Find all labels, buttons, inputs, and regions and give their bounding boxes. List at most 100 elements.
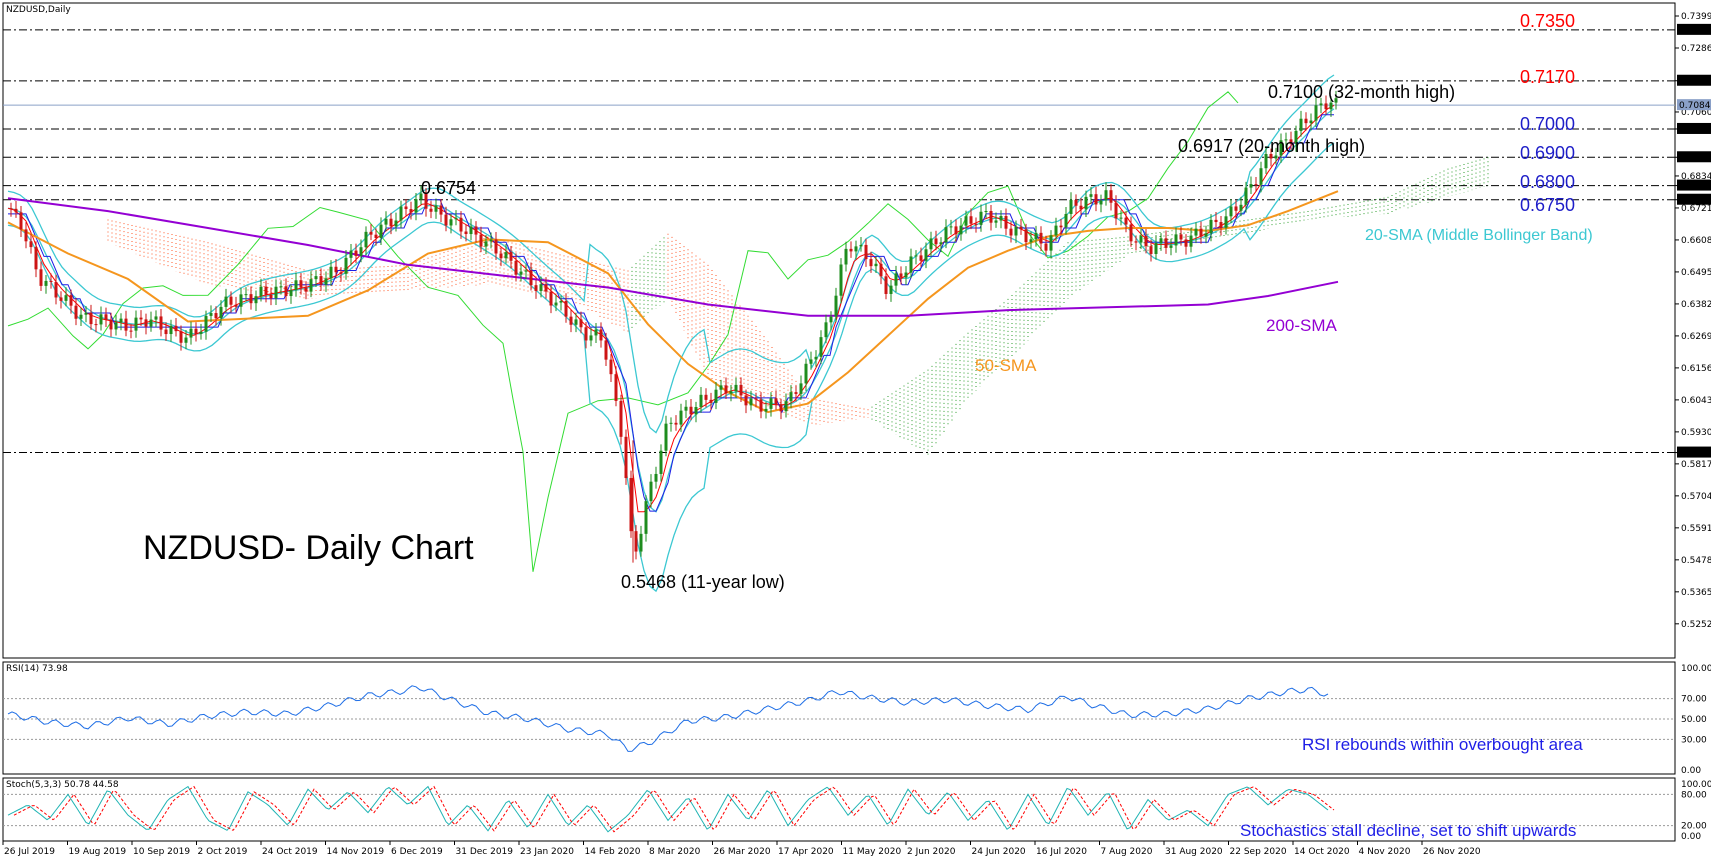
candle-body [259, 286, 263, 297]
candle-body [279, 286, 283, 288]
candle-body [729, 391, 733, 394]
candle-body [639, 533, 643, 552]
candle-body [619, 400, 623, 437]
candle-body [9, 208, 13, 210]
main-panel-frame [2, 2, 1676, 659]
candle-body [1089, 194, 1093, 197]
candle-body [1159, 238, 1163, 243]
candle-body [439, 205, 443, 215]
level-label-0.6750: 0.6750 [1520, 195, 1575, 215]
candle-body [774, 398, 778, 405]
candle-body [994, 220, 998, 223]
candle-body [1219, 222, 1223, 228]
candle-body [1259, 168, 1263, 185]
candle-body [314, 276, 318, 280]
candle-body [1059, 225, 1063, 228]
candle-body [424, 193, 428, 209]
candle-body [959, 225, 963, 235]
candle-body [514, 260, 518, 275]
candle-body [129, 330, 133, 332]
candle-body [449, 219, 453, 226]
candle-body [149, 319, 153, 327]
candle-body [554, 302, 558, 306]
candle-body [1239, 204, 1243, 211]
candle-body [564, 301, 568, 317]
candle-body [414, 199, 418, 213]
candle-body [209, 313, 213, 316]
candle-body [194, 328, 198, 334]
candle-body [1319, 103, 1323, 106]
candle-body [294, 280, 298, 291]
time-axis-label: 2 Jun 2020 [907, 847, 956, 857]
time-axis-label: 31 Aug 2020 [1165, 847, 1223, 857]
stoch-axis-label: 20.00 [1681, 822, 1707, 832]
candle-body [364, 231, 368, 248]
candle-body [74, 305, 78, 319]
candle-body [59, 297, 63, 301]
candle-body [1054, 225, 1058, 236]
candle-body [1124, 217, 1128, 225]
candle-body [484, 241, 488, 247]
candle-body [1084, 196, 1088, 210]
candle-body [54, 281, 58, 298]
candle-body [1094, 194, 1098, 205]
candle-body [79, 314, 83, 319]
candle-body [474, 226, 478, 235]
candle-body [724, 385, 728, 394]
candle-body [39, 269, 43, 286]
candle-body [989, 211, 993, 223]
candle-body [89, 312, 93, 325]
bollinger-lower-line [7, 142, 1335, 593]
candle-body [269, 294, 273, 299]
candle-body [914, 255, 918, 257]
candle-body [499, 253, 503, 259]
candle-body [1184, 239, 1188, 247]
candle-body [559, 301, 563, 303]
level-label-0.7170: 0.7170 [1520, 67, 1575, 87]
candle-body [49, 280, 53, 282]
time-axis-label: 10 Sep 2019 [133, 847, 190, 857]
candle-body [69, 295, 73, 306]
candle-body [539, 284, 543, 291]
rsi-axis-label: 70.00 [1681, 695, 1707, 705]
time-axis-label: 24 Oct 2019 [262, 847, 318, 857]
candle-body [464, 231, 468, 235]
candle-body [1114, 202, 1118, 219]
candle-body [224, 296, 228, 307]
candle-body [174, 325, 178, 332]
sma-50-line [7, 190, 1339, 414]
candle-body [759, 399, 763, 412]
chart-title: NZDUSD- Daily Chart [143, 529, 474, 567]
rsi-panel-frame [2, 661, 1676, 775]
candle-body [1254, 184, 1258, 186]
time-axis-label: 14 Oct 2020 [1294, 847, 1350, 857]
price-highlight-box [1677, 122, 1711, 134]
candle-body [834, 295, 838, 317]
candle-body [1174, 234, 1178, 246]
candle-body [889, 285, 893, 294]
rsi-axis-label: 100.00 [1681, 664, 1711, 674]
candle-body [779, 404, 783, 412]
candle-body [1249, 184, 1253, 188]
candle-body [124, 318, 128, 331]
time-axis-label: 8 Mar 2020 [649, 847, 701, 857]
candle-body [604, 340, 608, 360]
candle-body [1129, 224, 1133, 242]
time-axis-label: 26 Mar 2020 [714, 847, 771, 857]
candle-body [594, 329, 598, 336]
candle-body [1324, 103, 1328, 110]
candle-body [1144, 236, 1148, 247]
candle-body [674, 422, 678, 425]
time-axis-label: 19 Aug 2019 [69, 847, 127, 857]
candle-body [234, 304, 238, 307]
candle-body [749, 398, 753, 406]
candle-body [814, 356, 818, 360]
candle-body [1149, 246, 1153, 254]
candle-body [1034, 232, 1038, 240]
